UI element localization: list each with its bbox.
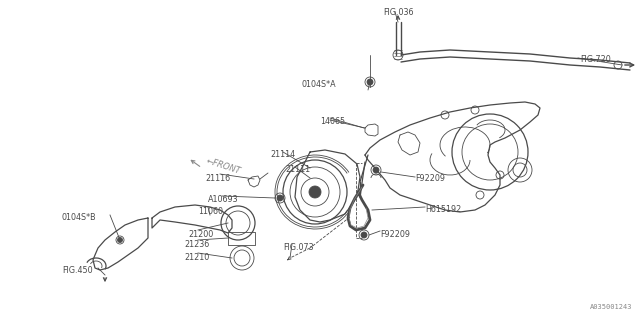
Text: 21116: 21116: [205, 174, 230, 183]
Text: A035001243: A035001243: [589, 304, 632, 310]
Text: F92209: F92209: [380, 230, 410, 239]
Text: FIG.720: FIG.720: [580, 55, 611, 64]
Text: 21114: 21114: [270, 150, 295, 159]
Circle shape: [373, 167, 379, 173]
Text: 21200: 21200: [188, 230, 213, 239]
Text: H615192: H615192: [425, 205, 461, 214]
Text: 21111: 21111: [285, 165, 310, 174]
Circle shape: [367, 79, 373, 85]
Text: FIG.036: FIG.036: [383, 8, 413, 17]
Text: FIG.450: FIG.450: [62, 266, 93, 275]
Text: 21236: 21236: [184, 240, 209, 249]
Circle shape: [309, 186, 321, 198]
Circle shape: [118, 237, 122, 243]
Text: 21210: 21210: [184, 253, 209, 262]
Text: A10693: A10693: [208, 195, 239, 204]
Text: 14065: 14065: [320, 117, 345, 126]
Text: ←FRONT: ←FRONT: [205, 156, 242, 176]
Text: 0104S*B: 0104S*B: [62, 213, 97, 222]
Circle shape: [277, 195, 283, 201]
Text: FIG.073: FIG.073: [283, 243, 314, 252]
Text: 11060: 11060: [198, 207, 223, 216]
Circle shape: [361, 232, 367, 238]
Text: F92209: F92209: [415, 174, 445, 183]
Text: 0104S*A: 0104S*A: [302, 80, 337, 89]
